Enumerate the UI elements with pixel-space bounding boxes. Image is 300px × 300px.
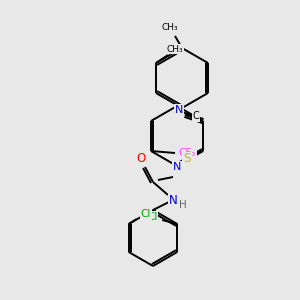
Text: S: S (183, 152, 191, 166)
Text: N: N (169, 194, 177, 206)
Text: N: N (173, 162, 181, 172)
Text: C: C (193, 111, 200, 121)
Text: CF₃: CF₃ (178, 148, 196, 158)
Text: N: N (175, 105, 183, 115)
Text: CH₃: CH₃ (162, 23, 178, 32)
Text: O: O (136, 152, 146, 166)
Text: H: H (179, 200, 187, 210)
Text: CH₃: CH₃ (167, 44, 183, 53)
Text: Cl: Cl (147, 212, 158, 222)
Text: Cl: Cl (140, 209, 151, 219)
